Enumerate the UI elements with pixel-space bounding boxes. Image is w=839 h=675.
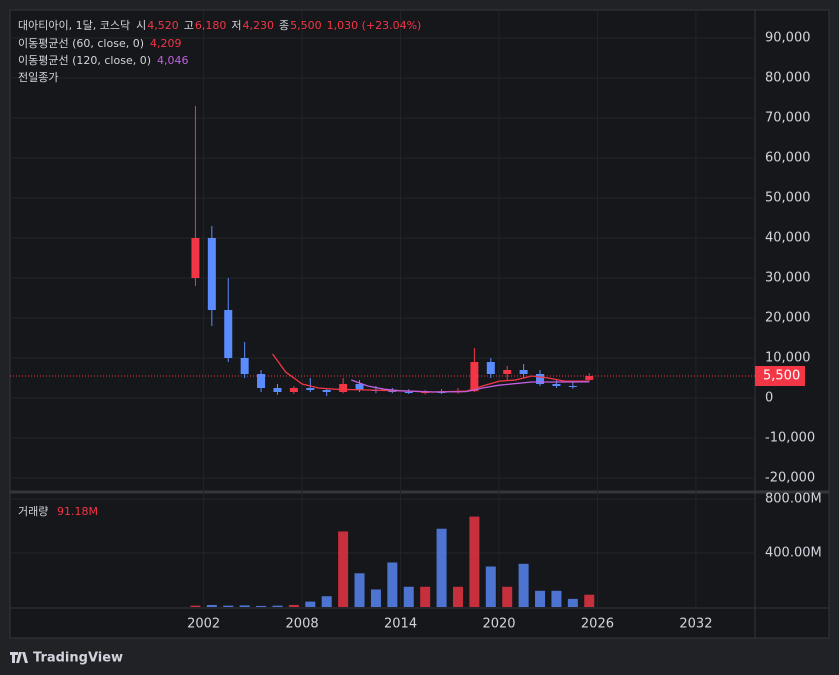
candle-body xyxy=(191,238,200,278)
volume-bar xyxy=(452,586,463,607)
volume-bar xyxy=(190,605,201,607)
candle-body xyxy=(355,384,364,390)
volume-bar xyxy=(321,596,332,607)
candle-body xyxy=(207,238,216,310)
ma60-value: 4,209 xyxy=(150,37,182,50)
x-tick-label: 2026 xyxy=(581,617,614,632)
y-tick-label: 70,000 xyxy=(765,111,811,126)
candle-body xyxy=(273,388,282,392)
y-tick-label: 20,000 xyxy=(765,311,811,326)
volume-tick-label: 800.00M xyxy=(765,492,822,507)
x-tick-label: 2014 xyxy=(384,617,417,632)
header-symbol: 대아티아이, 1달, 코스닥 xyxy=(18,19,130,32)
y-tick-label: 50,000 xyxy=(765,191,811,206)
y-tick-label: 10,000 xyxy=(765,351,811,366)
candle-body xyxy=(519,370,528,374)
header-low: 4,230 xyxy=(242,19,274,32)
volume-bar xyxy=(370,589,381,607)
volume-bar xyxy=(239,605,250,607)
candle-body xyxy=(257,374,266,388)
volume-bar xyxy=(567,598,578,607)
x-tick-label: 2008 xyxy=(286,617,319,632)
volume-bar xyxy=(584,594,595,607)
volume-bar xyxy=(436,528,447,607)
volume-bar xyxy=(469,516,480,607)
logo-icon xyxy=(10,652,28,663)
labels: 이동평균선 (60, close, 0) 4,209 이동평균선 (120, c… xyxy=(18,19,822,632)
volume-bar xyxy=(354,573,365,607)
brand: TradingView xyxy=(33,651,123,666)
volume-bar xyxy=(338,531,349,607)
last-price-tag xyxy=(755,366,805,386)
logo: TradingView xyxy=(10,651,123,666)
candle-body xyxy=(486,362,495,374)
header-open-label: 시 xyxy=(136,19,146,32)
ma60-label: 이동평균선 (60, close, 0) xyxy=(18,37,144,50)
ma120-line xyxy=(351,379,590,393)
volume-bar xyxy=(256,605,267,607)
y-tick-label: 60,000 xyxy=(765,151,811,166)
y-tick-label: 0 xyxy=(765,391,773,406)
header-open: 4,520 xyxy=(147,19,179,32)
y-tick-label: 90,000 xyxy=(765,31,811,46)
candle-body xyxy=(421,392,430,393)
volume-bar xyxy=(502,586,513,607)
header-high-label: 고 xyxy=(184,19,194,32)
volume-bar xyxy=(535,590,546,607)
volume-bar xyxy=(420,586,431,607)
candle-body xyxy=(404,392,413,393)
x-tick-label: 2002 xyxy=(187,617,220,632)
candle-body xyxy=(224,310,233,358)
ma120-label: 이동평균선 (120, close, 0) xyxy=(18,54,151,67)
volume-bar xyxy=(223,605,234,607)
volume-tick-label: 400.00M xyxy=(765,546,822,561)
y-tick-label: 40,000 xyxy=(765,231,811,246)
volume-bar xyxy=(288,604,299,607)
volume-bar xyxy=(305,601,316,607)
candle-body xyxy=(503,370,512,374)
header-close-label: 종 xyxy=(279,19,289,32)
candle-body xyxy=(322,390,331,392)
candle-body xyxy=(585,376,594,380)
y-tick-label: 30,000 xyxy=(765,271,811,286)
volume-bar xyxy=(403,586,414,607)
volume-bar xyxy=(518,563,529,607)
ma120-value: 4,046 xyxy=(157,54,189,67)
marks xyxy=(10,106,805,607)
volume-bar xyxy=(272,605,283,607)
volume-bar xyxy=(387,562,398,607)
candle-body xyxy=(536,374,545,384)
volume-label: 거래량 xyxy=(18,505,48,518)
candle-body xyxy=(568,386,577,387)
y-tick-label: -10,000 xyxy=(765,431,815,446)
x-tick-label: 2032 xyxy=(679,617,712,632)
y-tick-label: 80,000 xyxy=(765,71,811,86)
header-high: 6,180 xyxy=(195,19,227,32)
candle-body xyxy=(240,358,249,374)
grid xyxy=(10,10,755,607)
candle-body xyxy=(470,362,479,392)
last-price-label: 5,500 xyxy=(763,369,800,384)
volume-value: 91.18M xyxy=(57,505,98,518)
header-low-label: 저 xyxy=(231,19,241,32)
header-change: 1,030 (+23.04%) xyxy=(327,19,422,32)
x-tick-label: 2020 xyxy=(482,617,515,632)
volume-bar xyxy=(485,566,496,607)
candle-body xyxy=(552,384,561,386)
candle-body xyxy=(289,388,298,392)
y-tick-label: -20,000 xyxy=(765,471,815,486)
candle-body xyxy=(388,390,397,392)
chart-frame xyxy=(9,9,830,639)
volume-bar xyxy=(206,604,217,607)
volume-bar xyxy=(551,590,562,607)
candle-body xyxy=(339,384,348,392)
header-close: 5,500 xyxy=(290,19,322,32)
prev-close-label: 전일종가 xyxy=(18,70,58,84)
candle-body xyxy=(306,388,315,390)
